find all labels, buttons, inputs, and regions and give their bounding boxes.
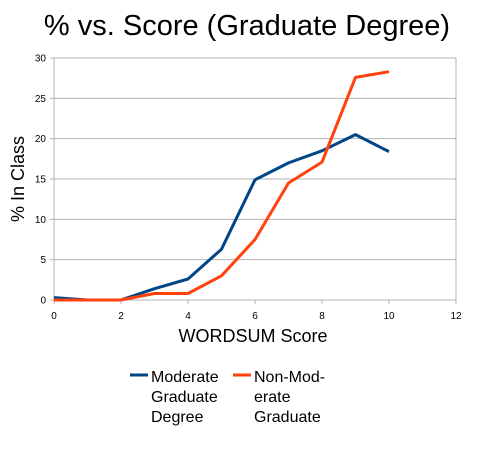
- x-tick-label-0: 0: [51, 311, 57, 322]
- series-lines: [53, 70, 390, 302]
- x-axis-ticks: 0 2 4 6 8 10 12: [51, 300, 462, 322]
- legend: Moderate Graduate Degree Non-Mod-erate Gradu…: [130, 369, 325, 426]
- legend-item-1: Non-Mod-erate Graduate: [233, 369, 325, 426]
- y-tick-label-6: 30: [35, 54, 47, 65]
- x-tick-label-1: 2: [118, 311, 124, 322]
- y-tick-label-4: 20: [35, 134, 47, 145]
- y-tick-label-3: 15: [35, 175, 47, 186]
- legend-label-1-line-1: erate: [254, 389, 291, 406]
- legend-label-0-line-1: Graduate: [151, 389, 218, 406]
- chart-title: % vs. Score (Graduate Degree): [44, 10, 450, 42]
- x-tick-label-4: 8: [319, 311, 325, 322]
- legend-label-0-line-0: Moderate: [151, 369, 219, 386]
- y-tick-label-2: 10: [35, 215, 47, 226]
- legend-label-1-line-0: Non-Mod-: [254, 369, 325, 386]
- x-tick-label-6: 12: [450, 311, 462, 322]
- series-line-1: [54, 70, 390, 302]
- y-axis-title: % In Class: [8, 136, 28, 222]
- legend-label-1-line-2: Graduate: [254, 409, 321, 426]
- y-axis-ticks: 0 5 10 15 20 25 30: [35, 54, 54, 307]
- x-tick-label-5: 10: [383, 311, 395, 322]
- y-tick-label-5: 25: [35, 94, 47, 105]
- x-tick-label-3: 6: [252, 311, 258, 322]
- y-tick-label-0: 0: [40, 296, 46, 307]
- y-tick-label-1: 5: [40, 255, 46, 266]
- x-axis-title: WORDSUM Score: [178, 326, 327, 346]
- legend-label-0-line-2: Degree: [151, 409, 204, 426]
- x-tick-label-2: 4: [185, 311, 191, 322]
- legend-item-0: Moderate Graduate Degree: [130, 369, 219, 426]
